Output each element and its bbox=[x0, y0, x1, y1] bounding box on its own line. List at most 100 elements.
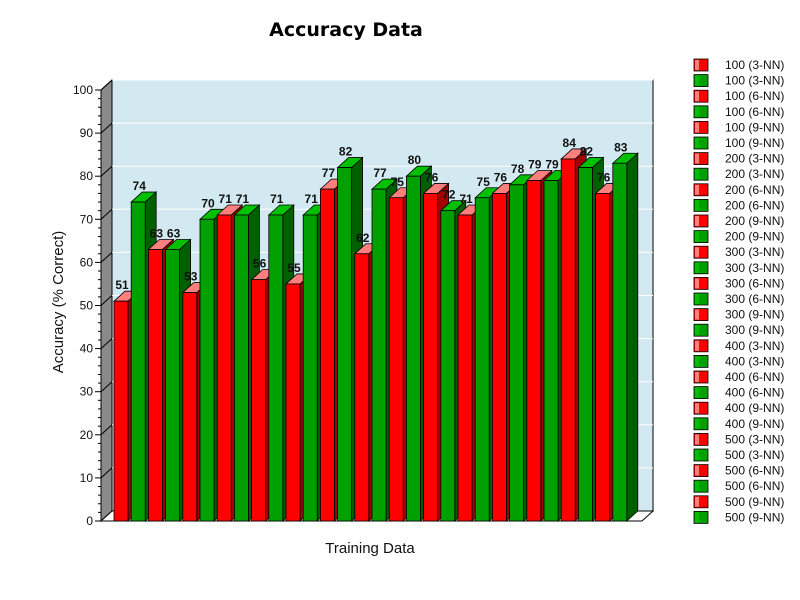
legend-item: 200 (6-NN) bbox=[693, 198, 784, 212]
data-label: 80 bbox=[408, 153, 422, 167]
gridline-side bbox=[100, 467, 113, 479]
data-label: 75 bbox=[477, 175, 491, 189]
data-label: 76 bbox=[494, 170, 508, 184]
legend-swatch-highlight bbox=[695, 122, 699, 133]
bar-face bbox=[302, 214, 318, 522]
legend-item: 500 (3-NN) bbox=[693, 432, 784, 446]
gridline-side bbox=[100, 252, 113, 263]
data-label: 82 bbox=[339, 145, 353, 159]
legend-item: 100 (3-NN) bbox=[693, 74, 784, 88]
data-label: 82 bbox=[580, 145, 594, 159]
legend-swatch-highlight bbox=[695, 247, 699, 258]
legend-swatch-highlight bbox=[695, 262, 699, 273]
legend-label: 400 (6-NN) bbox=[725, 370, 784, 384]
legend-swatch-highlight bbox=[695, 465, 699, 476]
bar-face bbox=[457, 214, 473, 522]
data-label: 79 bbox=[528, 158, 542, 172]
bar-face bbox=[595, 193, 610, 522]
legend-label: 300 (3-NN) bbox=[725, 261, 784, 275]
legend-label: 500 (9-NN) bbox=[725, 495, 784, 509]
legend-swatch-highlight bbox=[695, 75, 699, 86]
bar-face bbox=[440, 210, 456, 522]
data-label: 63 bbox=[150, 226, 164, 240]
legend-label: 100 (9-NN) bbox=[725, 120, 784, 134]
data-label: 71 bbox=[236, 192, 250, 206]
legend-item: 400 (9-NN) bbox=[693, 401, 784, 415]
legend-label: 300 (3-NN) bbox=[725, 245, 784, 259]
legend-item: 400 (6-NN) bbox=[693, 386, 784, 400]
legend-label: 300 (9-NN) bbox=[725, 308, 784, 322]
legend-label: 500 (6-NN) bbox=[725, 479, 784, 493]
legend-swatch-highlight bbox=[695, 481, 699, 492]
legend-item: 300 (3-NN) bbox=[693, 261, 784, 275]
legend-label: 400 (9-NN) bbox=[725, 401, 784, 415]
data-label: 78 bbox=[511, 162, 525, 176]
y-axis-label: Accuracy (% Correct) bbox=[50, 231, 67, 374]
data-label: 72 bbox=[442, 188, 456, 202]
legend-swatch-highlight bbox=[695, 106, 699, 117]
bar-face bbox=[474, 197, 490, 522]
legend-swatch-highlight bbox=[695, 403, 699, 414]
data-label: 76 bbox=[425, 170, 439, 184]
legend-swatch-highlight bbox=[695, 387, 699, 398]
legend-item: 500 (9-NN) bbox=[693, 495, 784, 509]
data-label: 77 bbox=[322, 166, 336, 180]
data-label: 71 bbox=[270, 192, 284, 206]
y-tick-label: 20 bbox=[80, 428, 94, 442]
data-label: 84 bbox=[563, 136, 577, 150]
legend-item: 400 (6-NN) bbox=[693, 370, 784, 384]
legend-item: 500 (3-NN) bbox=[693, 448, 784, 462]
data-label: 76 bbox=[597, 170, 611, 184]
legend-swatch-highlight bbox=[695, 450, 699, 460]
bar-face bbox=[233, 214, 249, 522]
data-label: 70 bbox=[201, 196, 215, 210]
bar-face bbox=[182, 292, 198, 522]
gridline-side bbox=[100, 165, 113, 177]
legend-label: 400 (9-NN) bbox=[725, 417, 784, 431]
legend-label: 100 (3-NN) bbox=[725, 74, 784, 88]
legend-label: 500 (9-NN) bbox=[725, 510, 784, 524]
bar bbox=[611, 152, 639, 522]
data-label: 83 bbox=[614, 140, 628, 154]
data-label: 77 bbox=[373, 166, 387, 180]
legend-swatch-highlight bbox=[695, 138, 699, 148]
data-label: 71 bbox=[219, 192, 233, 206]
bar-face bbox=[130, 201, 146, 522]
legend-label: 200 (3-NN) bbox=[725, 152, 784, 166]
legend-item: 200 (9-NN) bbox=[693, 214, 784, 228]
legend-item: 200 (9-NN) bbox=[693, 230, 784, 244]
legend-label: 300 (6-NN) bbox=[725, 276, 784, 290]
gridline-side bbox=[100, 122, 113, 134]
y-tick-label: 10 bbox=[80, 471, 94, 485]
legend-swatch-highlight bbox=[695, 60, 699, 70]
legend-item: 200 (6-NN) bbox=[693, 183, 784, 197]
legend-label: 500 (3-NN) bbox=[725, 432, 784, 446]
legend-swatch-highlight bbox=[695, 434, 699, 445]
legend-item: 500 (6-NN) bbox=[693, 464, 784, 478]
bar-face bbox=[423, 193, 439, 522]
bar-face bbox=[319, 188, 335, 522]
legend-swatch-highlight bbox=[695, 512, 699, 523]
legend-item: 200 (3-NN) bbox=[693, 152, 784, 166]
y-tick-label: 40 bbox=[80, 342, 94, 356]
legend-item: 300 (3-NN) bbox=[693, 245, 784, 259]
legend-swatch-highlight bbox=[695, 496, 699, 507]
legend-item: 400 (3-NN) bbox=[693, 354, 784, 368]
legend-item: 100 (6-NN) bbox=[693, 105, 784, 119]
y-axis: 0 10 20 30 40 50 60 70 80 90 100 bbox=[73, 83, 102, 528]
legend-label: 200 (9-NN) bbox=[725, 214, 784, 228]
legend-label: 400 (3-NN) bbox=[725, 339, 784, 353]
bar-face bbox=[560, 158, 576, 522]
y-tick-label: 50 bbox=[80, 299, 94, 313]
legend-label: 200 (3-NN) bbox=[725, 167, 784, 181]
legend-item: 100 (6-NN) bbox=[693, 89, 784, 103]
legend-item: 100 (9-NN) bbox=[693, 120, 784, 134]
data-label: 71 bbox=[459, 192, 473, 206]
gridline-side bbox=[100, 295, 113, 306]
y-tick-label: 60 bbox=[80, 255, 94, 269]
legend-label: 200 (6-NN) bbox=[725, 198, 784, 212]
y-tick-label: 30 bbox=[80, 385, 94, 399]
